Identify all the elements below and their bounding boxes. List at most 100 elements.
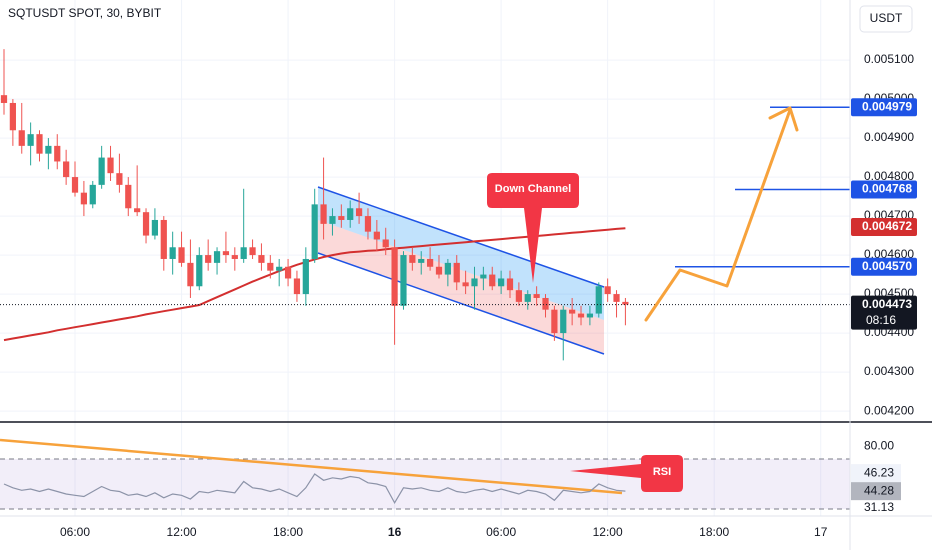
callout-shape — [487, 173, 579, 283]
candle-body — [613, 294, 620, 302]
candle-body — [515, 290, 522, 302]
candle-body — [36, 134, 43, 154]
candle-body — [542, 297, 549, 310]
candle-body — [54, 145, 61, 162]
channel-line — [317, 186, 605, 288]
candle-body — [276, 266, 283, 271]
callout-text: RSI — [653, 466, 671, 478]
candle-body — [107, 157, 114, 174]
rsi-line — [3, 473, 626, 505]
candle-body — [160, 219, 167, 259]
candle-body — [480, 274, 487, 279]
candle-body — [267, 262, 274, 271]
candle-body — [569, 309, 576, 314]
y-tick-label: 0.004200 — [864, 403, 914, 417]
candle-body — [302, 258, 309, 295]
y-tick-label: 0.004600 — [864, 247, 914, 261]
candle-body — [231, 255, 238, 259]
x-tick-label: 18:00 — [699, 525, 729, 539]
candle-body — [577, 313, 585, 318]
x-tick-label: 12:00 — [167, 525, 197, 539]
channel-upper-fill — [318, 187, 604, 320]
rsi-band-fill — [0, 459, 850, 509]
callout-text: Down Channel — [495, 183, 571, 195]
candle-body — [409, 255, 416, 263]
rsi-tick-label: 80.00 — [864, 439, 894, 453]
rsi-badge — [851, 482, 901, 501]
grid — [0, 0, 850, 516]
candle-body — [169, 247, 176, 259]
candle-body — [444, 262, 451, 275]
candle-body — [98, 157, 105, 185]
candle-body — [418, 258, 425, 263]
price-badge — [851, 217, 917, 236]
y-tick-label: 0.005100 — [864, 52, 914, 66]
candle-body — [382, 239, 389, 248]
candle-body — [222, 251, 230, 256]
candle-body — [453, 262, 460, 283]
candle-body — [45, 145, 52, 154]
candle-body — [63, 161, 70, 178]
candle-body — [89, 184, 96, 205]
currency-box[interactable] — [859, 5, 913, 33]
y-tick-label: 0.004300 — [864, 364, 914, 378]
candle-body — [196, 255, 203, 287]
candle-body — [142, 212, 150, 236]
candle-body — [338, 216, 345, 220]
candle-body — [18, 130, 25, 146]
candle-body — [400, 255, 407, 306]
candle-body — [498, 278, 505, 287]
countdown: 08:16 — [866, 313, 896, 327]
rsi-ma-label: 46.23 — [864, 465, 894, 479]
candle-body — [489, 274, 496, 287]
candle-body — [116, 173, 123, 185]
candle-body — [213, 251, 221, 263]
price-badge-label: 0.004570 — [862, 259, 912, 273]
x-tick-label: 12:00 — [593, 525, 623, 539]
candle-body — [551, 309, 558, 334]
candle-body — [595, 286, 602, 314]
currency: USDT — [870, 11, 903, 25]
x-tick-label: 06:00 — [486, 525, 516, 539]
candle-body — [364, 216, 372, 232]
candle-body — [524, 294, 531, 302]
channel-lower-fill — [318, 220, 604, 354]
candle-body — [0, 95, 8, 103]
plot — [0, 49, 850, 505]
candle-body — [506, 278, 514, 291]
candle-body — [293, 278, 301, 295]
price-badge-label: 0.004473 — [862, 297, 912, 311]
candle-body — [258, 255, 265, 263]
candle-body — [80, 192, 87, 205]
candle-body — [586, 313, 594, 318]
candle-body — [125, 184, 132, 209]
candle-body — [604, 286, 611, 295]
price-badge — [851, 257, 917, 276]
y-tick-label: 0.004800 — [864, 169, 914, 183]
price-badge-label: 0.004768 — [862, 182, 912, 196]
callout-shape — [570, 455, 683, 492]
arrow-path — [644, 108, 792, 322]
price-badge-label: 0.004672 — [862, 219, 912, 233]
candle-body — [205, 255, 212, 263]
price-badge — [851, 180, 917, 199]
candle-body — [71, 177, 79, 193]
x-tick-label: 18:00 — [273, 525, 303, 539]
candle-body — [435, 266, 443, 275]
candle-body — [355, 208, 363, 217]
rsi-background — [0, 438, 850, 510]
x-tick-label: 16 — [388, 525, 402, 539]
candle-body — [426, 258, 434, 267]
rsi-ma-badge — [851, 464, 901, 483]
candle-body — [178, 247, 185, 263]
price-badge — [851, 98, 917, 117]
callout: RSI — [570, 455, 683, 492]
rsi-label: 44.28 — [864, 483, 894, 497]
candle-body — [329, 216, 336, 224]
candle-body — [373, 231, 380, 240]
candle-body — [249, 247, 256, 256]
price-badge-label: 0.004979 — [862, 99, 912, 113]
candle-body — [27, 134, 34, 146]
y-tick-label: 0.004900 — [864, 130, 914, 144]
candle-body — [9, 102, 16, 131]
